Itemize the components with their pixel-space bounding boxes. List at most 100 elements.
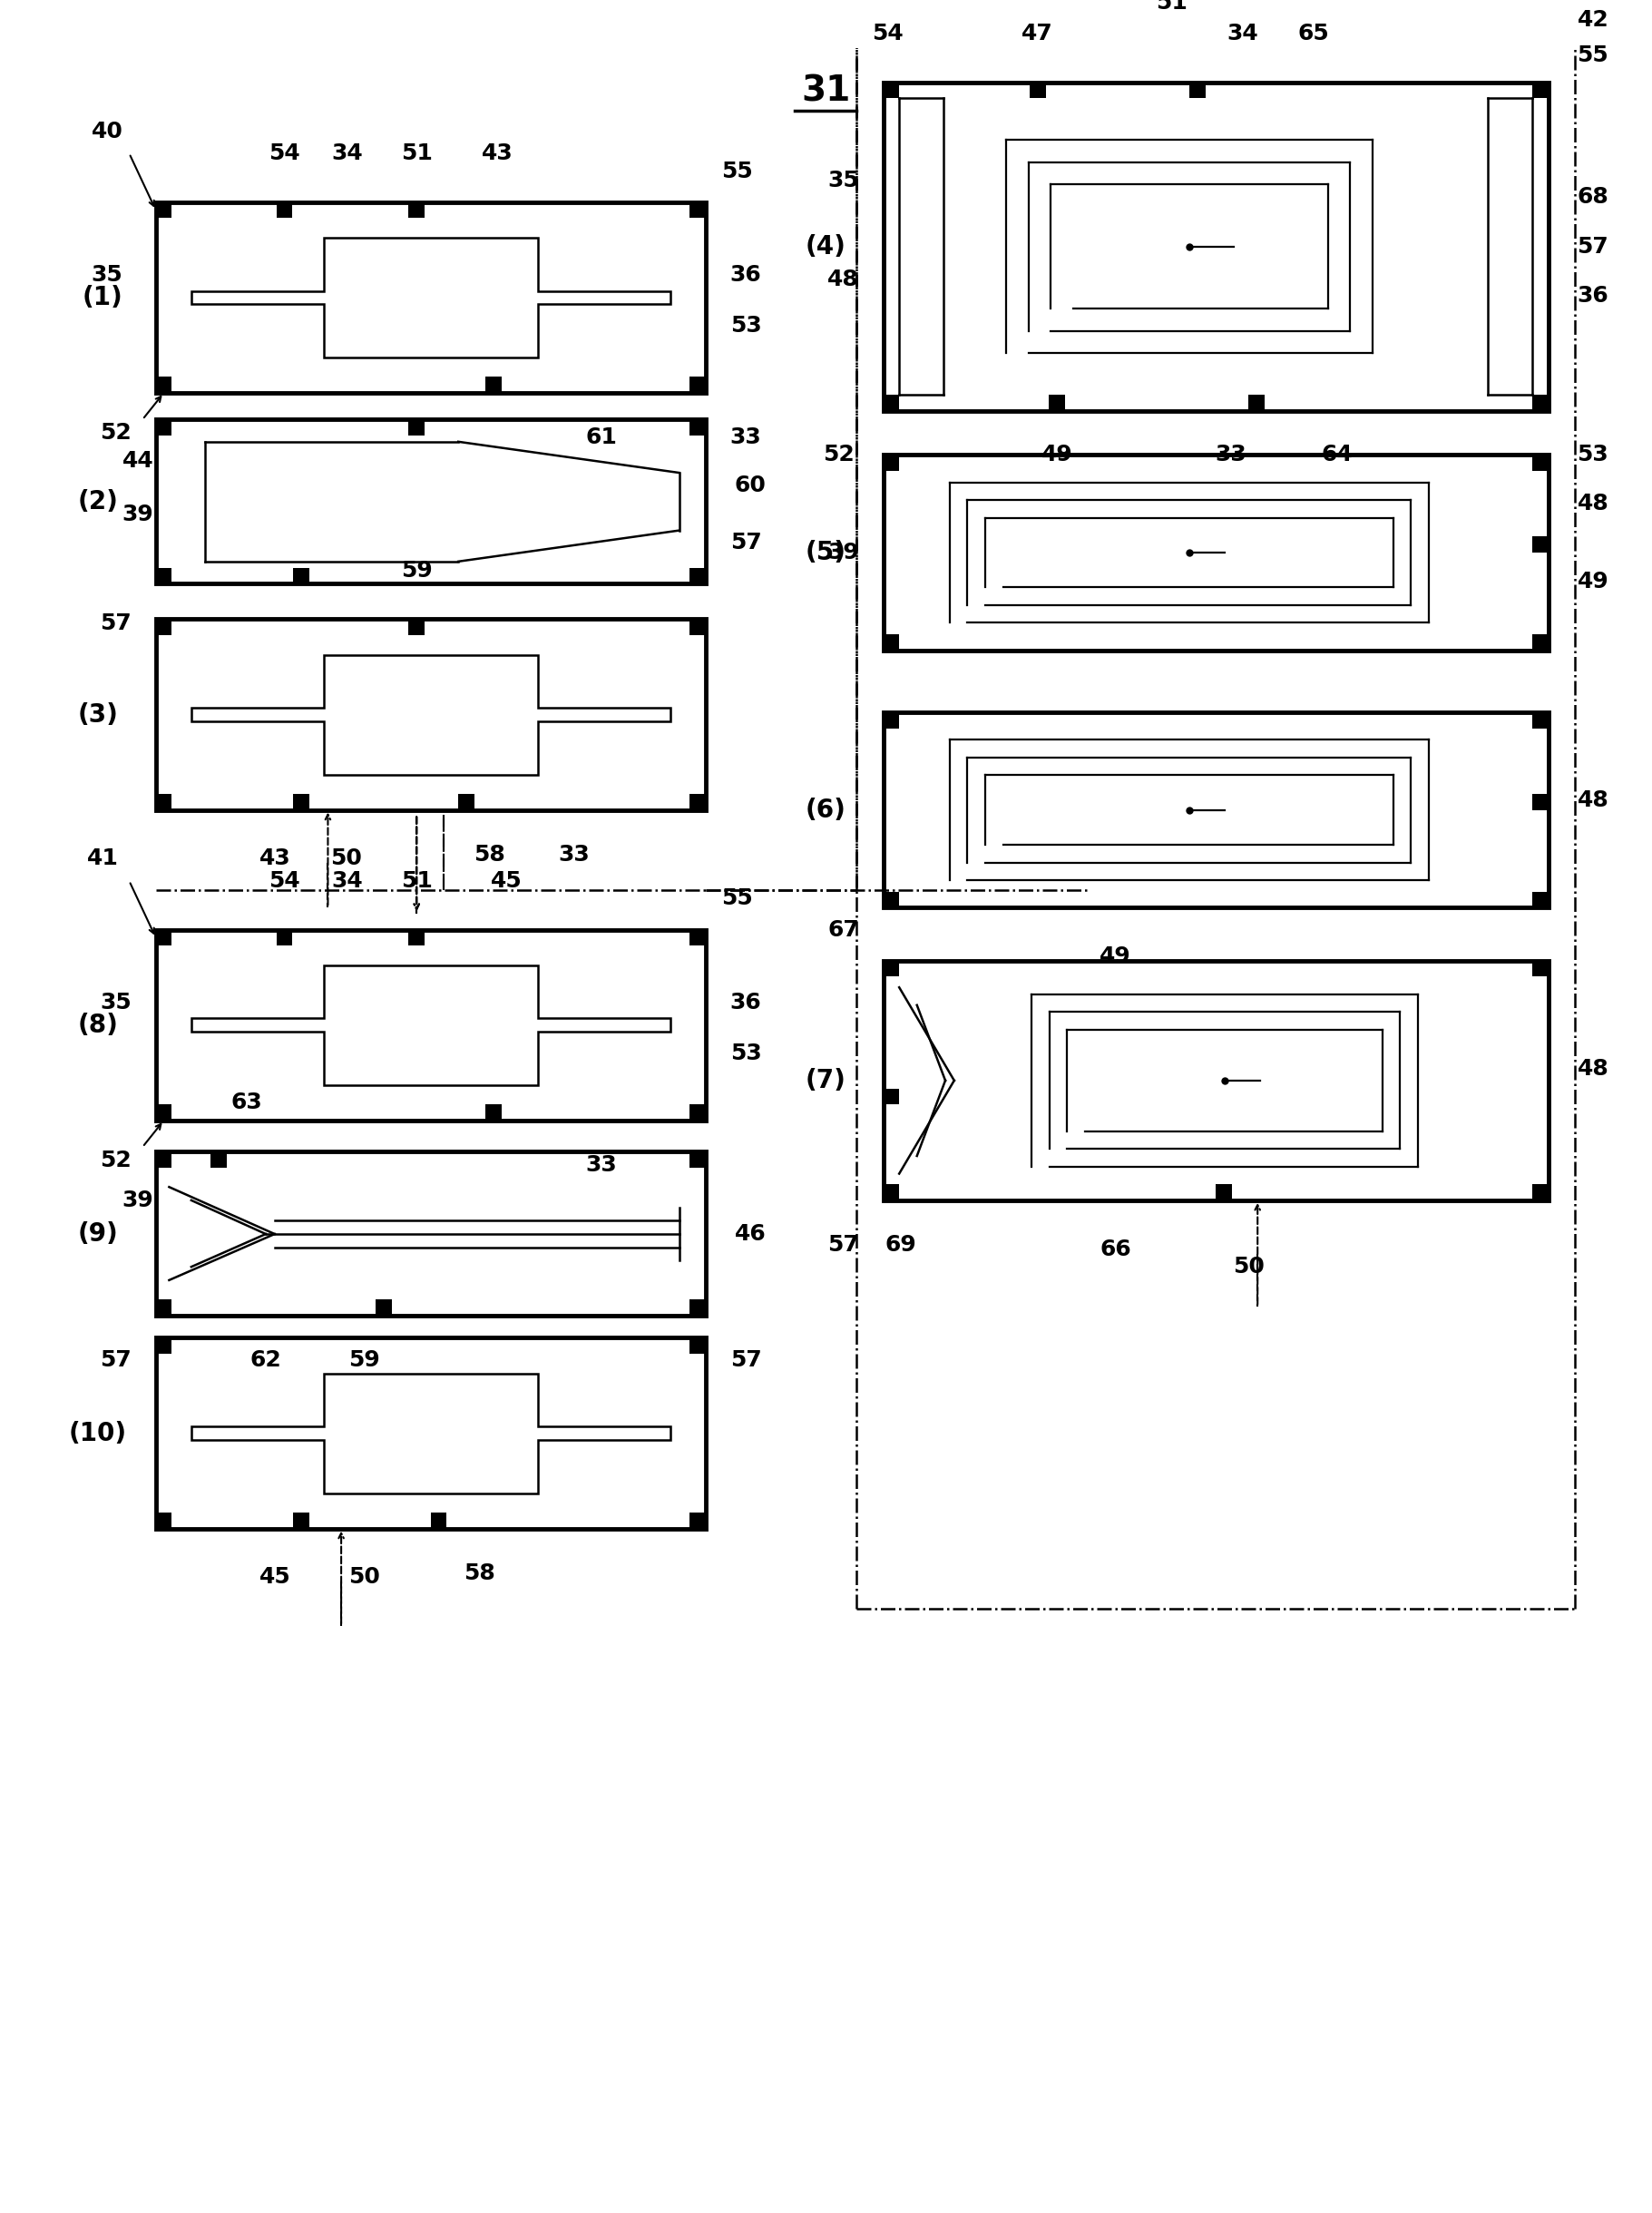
Bar [1533,82,1548,97]
Text: 42: 42 [1578,9,1609,31]
Text: 52: 52 [101,1149,132,1171]
Bar [884,960,1548,1199]
Bar [155,620,705,810]
Bar [155,929,172,945]
Bar [884,82,1548,412]
Text: 52: 52 [101,423,132,445]
Bar [691,420,705,436]
Bar [884,892,899,907]
Bar [691,929,705,945]
Bar [408,201,425,219]
Text: 51: 51 [1156,0,1188,13]
Bar [1533,794,1548,810]
Text: (1): (1) [83,285,122,310]
Bar [691,201,705,219]
Bar [408,620,425,635]
Text: (8): (8) [78,1011,119,1038]
Text: 58: 58 [464,1562,496,1585]
Bar [155,620,172,635]
Bar [1533,394,1548,412]
Text: 51: 51 [401,142,433,164]
Bar [431,1514,446,1529]
Text: 69: 69 [885,1235,917,1255]
Bar [155,201,705,394]
Text: 53: 53 [730,314,762,336]
Text: (7): (7) [805,1069,846,1093]
Text: 55: 55 [720,159,753,181]
Text: 49: 49 [1578,571,1609,593]
Bar [1533,635,1548,651]
Text: 35: 35 [101,991,132,1014]
Polygon shape [192,655,671,775]
Text: 39: 39 [122,1191,154,1213]
Text: 36: 36 [730,263,762,285]
Text: 44: 44 [122,449,154,471]
Text: 57: 57 [730,1350,762,1370]
Text: 59: 59 [349,1350,380,1370]
Polygon shape [192,237,671,359]
Polygon shape [192,1374,671,1494]
Text: 60: 60 [735,474,767,496]
Text: (9): (9) [78,1222,119,1246]
Text: 54: 54 [872,22,904,44]
Text: 58: 58 [474,843,506,865]
Text: 49: 49 [1041,445,1072,467]
Bar [155,420,172,436]
Bar [375,1299,392,1317]
Bar [884,456,1548,651]
Text: 54: 54 [269,870,301,892]
Bar [155,1339,705,1529]
Text: 48: 48 [1578,790,1609,810]
Text: 46: 46 [735,1222,767,1244]
Text: (6): (6) [805,797,846,823]
Text: (10): (10) [69,1421,127,1445]
Text: 41: 41 [88,848,119,870]
Bar [1533,536,1548,553]
Text: 54: 54 [269,142,301,164]
Bar [884,1089,899,1104]
Bar [1533,713,1548,728]
Bar [155,1151,705,1317]
Text: 68: 68 [1578,186,1609,208]
Text: 63: 63 [231,1091,263,1113]
Text: 57: 57 [101,1350,132,1370]
Text: 64: 64 [1322,445,1353,467]
Bar [486,1104,502,1120]
Bar [294,1514,309,1529]
Text: 57: 57 [730,531,762,553]
Bar [691,569,705,584]
Text: 51: 51 [401,870,433,892]
Bar [458,794,474,810]
Text: 67: 67 [828,918,859,941]
Bar [155,420,705,584]
Text: 33: 33 [558,843,590,865]
Bar [1249,394,1265,412]
Text: (4): (4) [805,235,846,259]
Text: 52: 52 [823,445,854,467]
Text: 65: 65 [1298,22,1330,44]
Bar [691,1104,705,1120]
Bar [155,1151,172,1168]
Text: 48: 48 [1578,493,1609,516]
Text: 39: 39 [122,505,154,527]
Text: 48: 48 [828,268,859,290]
Text: 34: 34 [332,142,363,164]
Text: 43: 43 [259,848,291,870]
Bar [884,1184,899,1199]
Bar [276,201,292,219]
Bar [155,376,172,394]
Text: 55: 55 [720,887,753,910]
Text: 66: 66 [1100,1239,1132,1259]
Text: (3): (3) [78,702,119,728]
Bar [155,794,172,810]
Text: 62: 62 [249,1350,281,1370]
Bar [408,929,425,945]
Bar [155,929,705,1120]
Text: 45: 45 [259,1567,291,1589]
Bar [884,456,899,471]
Bar [691,569,705,584]
Bar [884,635,899,651]
Text: 36: 36 [1578,285,1609,308]
Text: 47: 47 [1023,22,1054,44]
Bar [1029,82,1046,97]
